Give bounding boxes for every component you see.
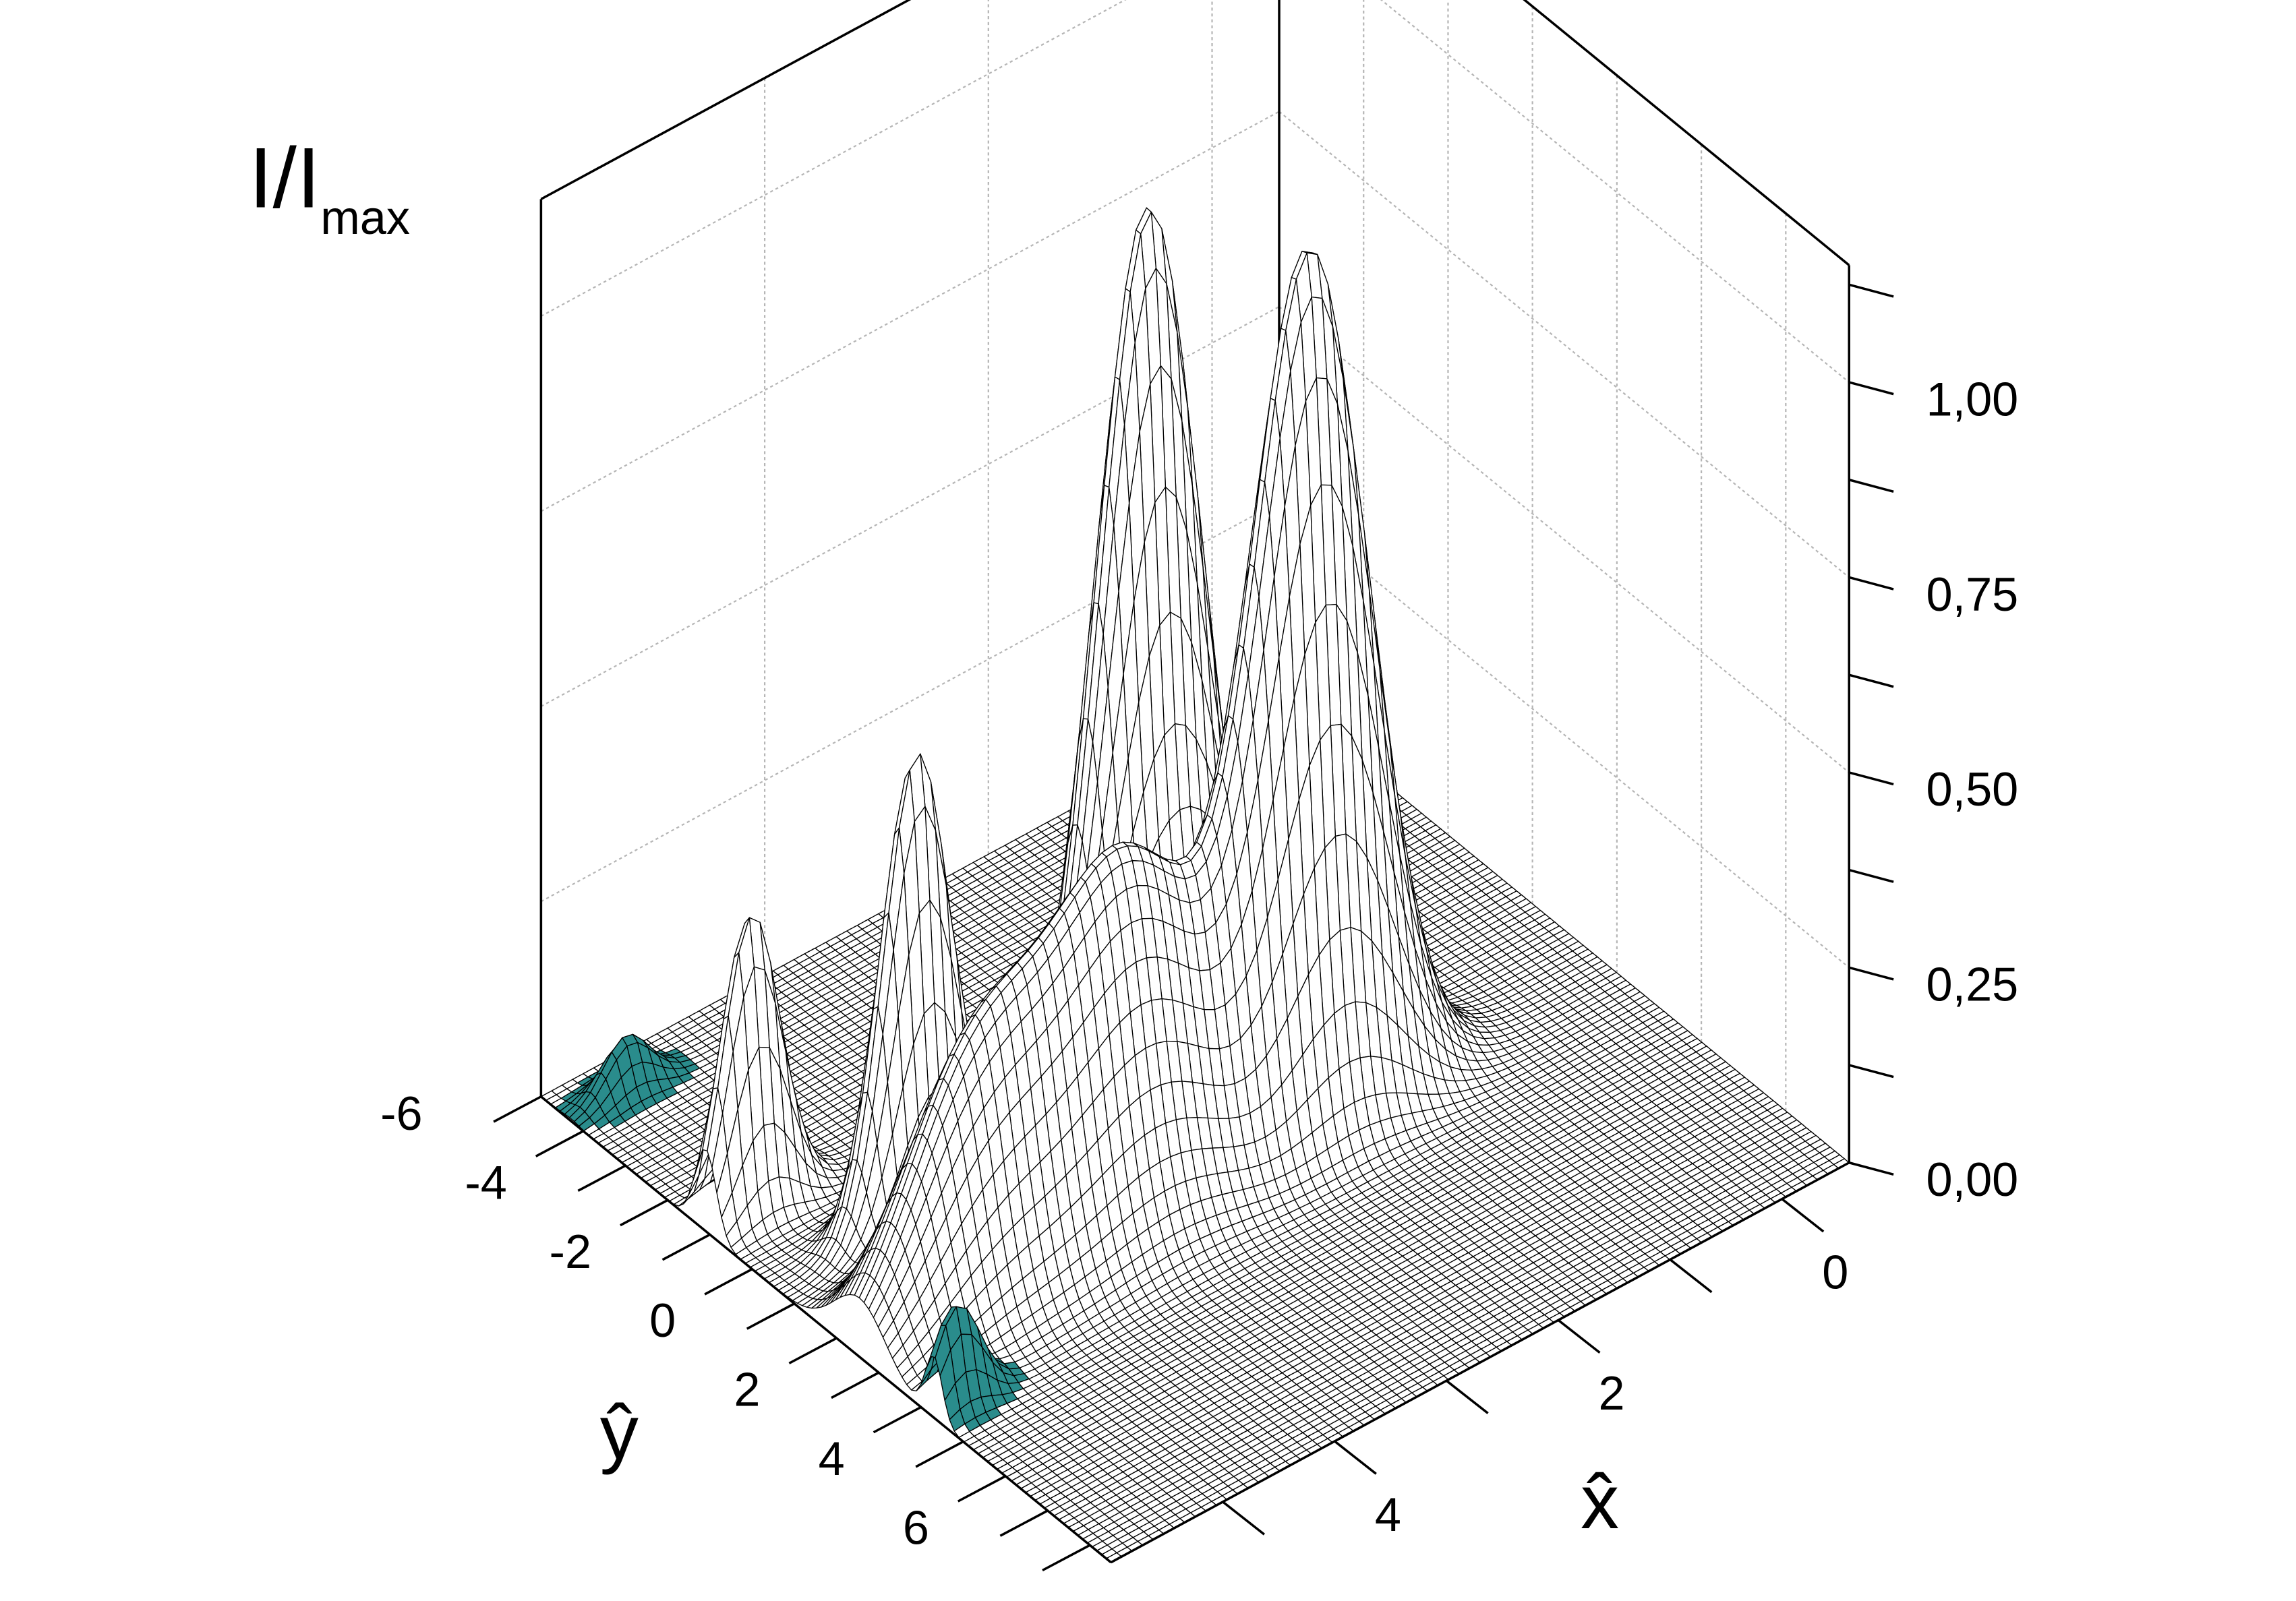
wall-edge [1523, 0, 1850, 266]
surface [540, 207, 1850, 1563]
wall-edge [540, 0, 912, 200]
grid-line [1278, 306, 1850, 773]
grid-line [540, 111, 1280, 512]
grid-line [1278, 111, 1850, 578]
grid-line [1278, 501, 1850, 969]
grid-line [1380, 0, 1850, 383]
